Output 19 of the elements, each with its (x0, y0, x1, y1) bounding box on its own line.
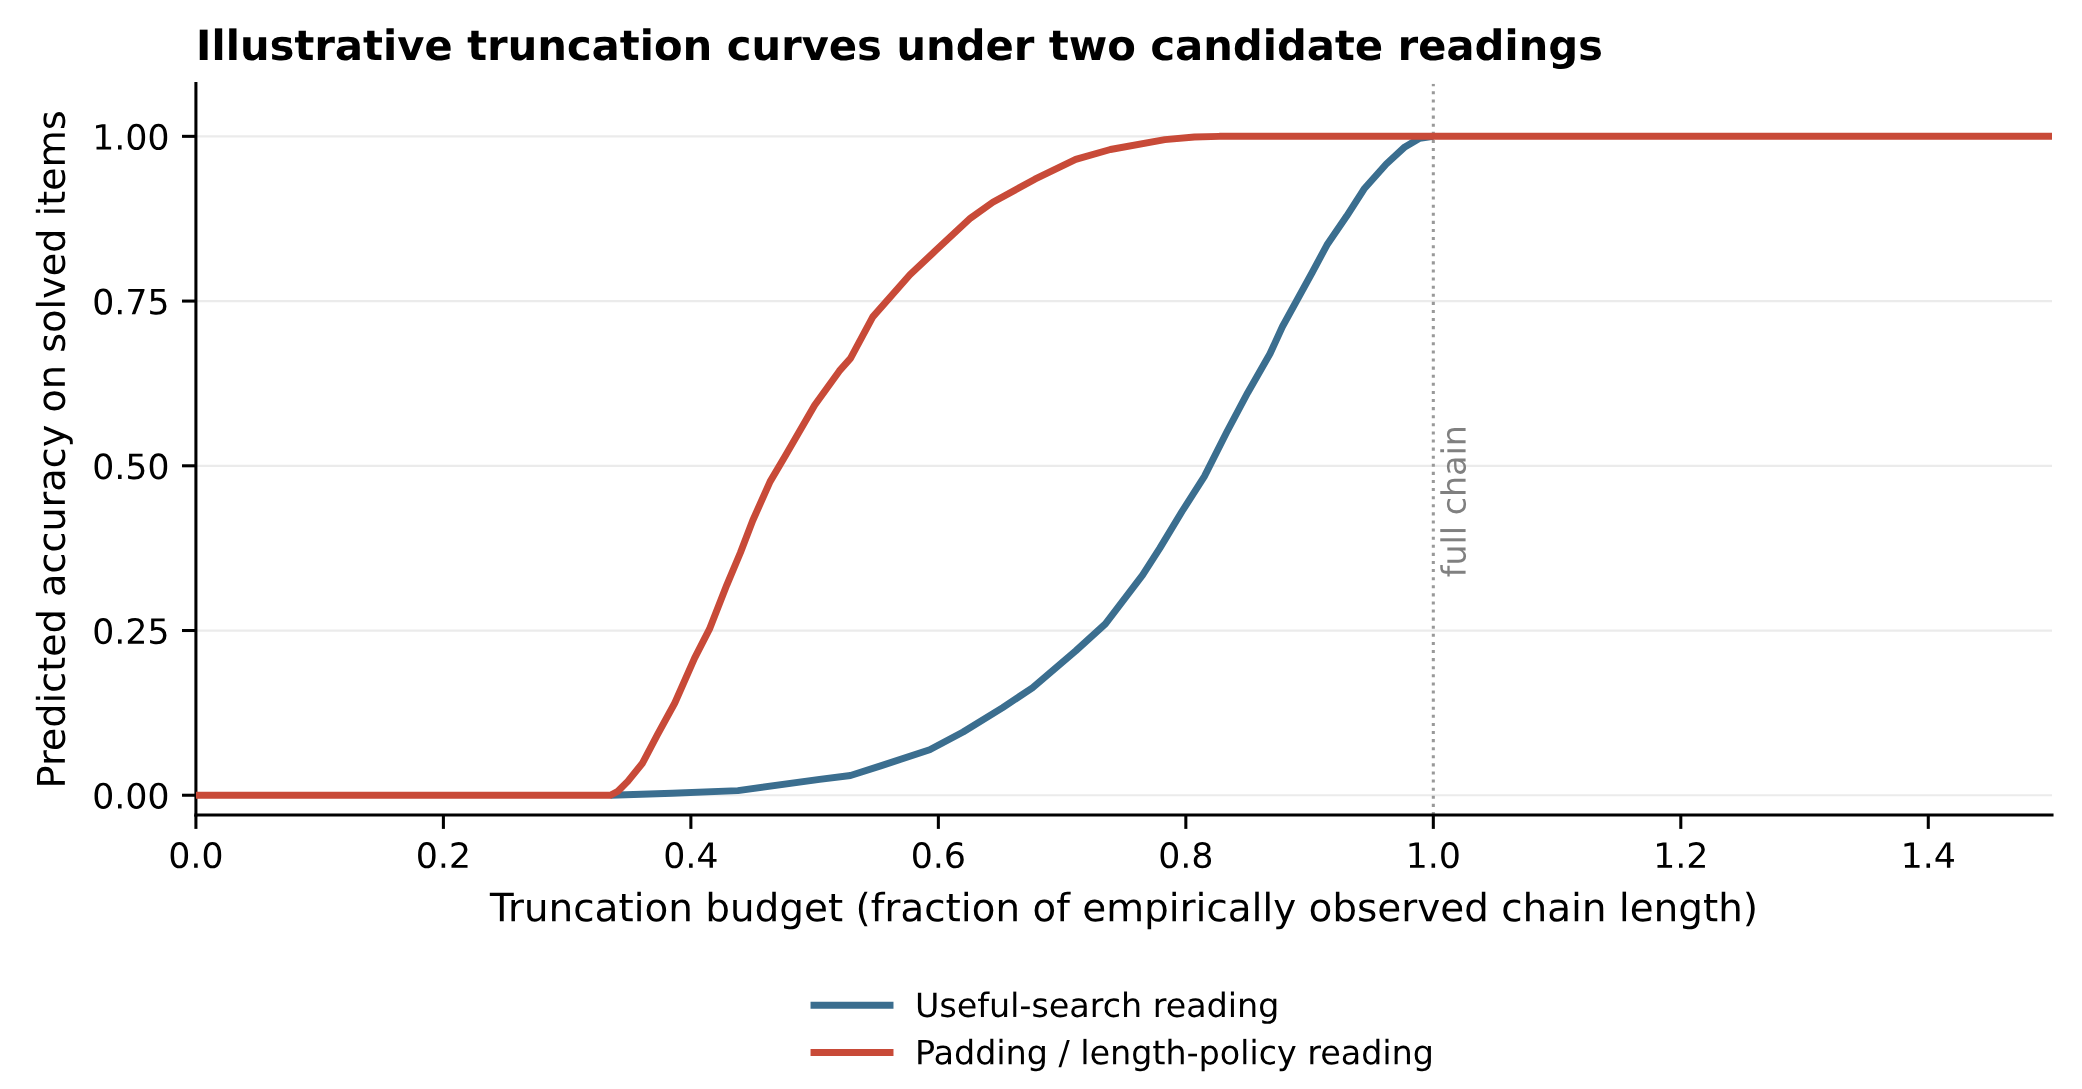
x-tick-label: 0.4 (665, 842, 717, 869)
y-axis-title: Predicted accuracy on solved items (35, 112, 73, 785)
x-tick-label: 0.0 (170, 842, 222, 869)
x-tick-label: 0.6 (913, 842, 964, 869)
x-tick-label: 0.8 (1160, 842, 1212, 869)
x-tick-label: 1.0 (1409, 842, 1459, 869)
x-tick-label: 1.2 (1657, 842, 1705, 868)
y-tick-label: 1.00 (96, 123, 168, 151)
y-tick-label: 0.00 (94, 782, 168, 809)
legend-label: Padding / length-policy reading (918, 1038, 1431, 1072)
chart-title: Illustrative truncation curves under two candidate readings (199, 28, 1601, 70)
y-tick-label: 0.75 (94, 288, 167, 315)
legend-label: Useful-search reading (917, 991, 1277, 1024)
x-tick-label: 0.2 (418, 842, 468, 869)
y-tick-label: 0.25 (94, 617, 167, 645)
y-tick-label: 0.50 (94, 453, 168, 480)
x-tick-label: 1.4 (1904, 842, 1954, 868)
x-axis-title: Truncation budget (fraction of empirically observed chain length) (489, 891, 1755, 930)
ref-line-label: full chain (1440, 427, 1467, 577)
